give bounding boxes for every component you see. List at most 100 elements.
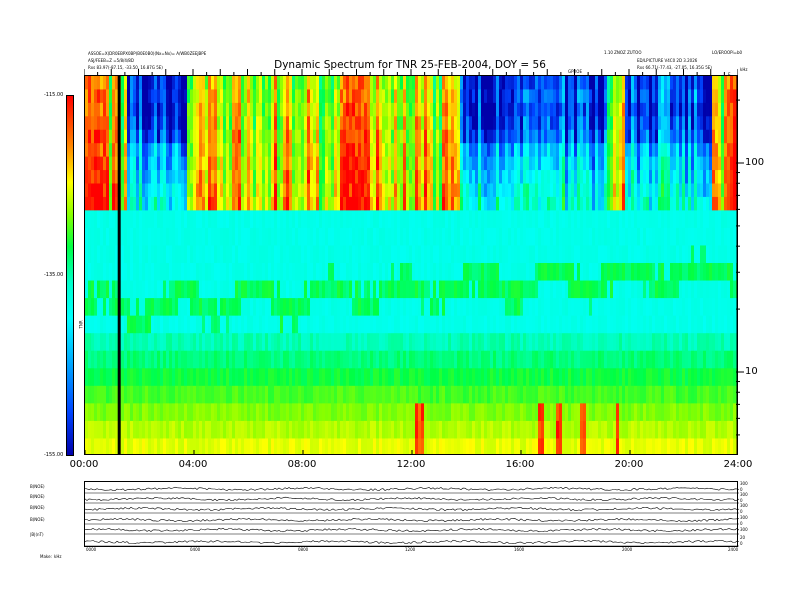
heatmap-cell xyxy=(352,333,356,352)
heatmap-cell xyxy=(124,420,128,439)
heatmap-cell xyxy=(550,350,554,369)
heatmap-cell xyxy=(556,333,560,352)
heatmap-cell xyxy=(598,280,602,299)
heatmap-cell xyxy=(550,76,554,90)
heatmap-cell xyxy=(319,170,323,184)
heatmap-cell xyxy=(247,385,251,404)
heatmap-cell xyxy=(445,420,449,439)
heatmap-cell xyxy=(205,403,209,422)
heatmap-cell xyxy=(286,196,290,211)
heatmap-cell xyxy=(175,156,179,171)
heatmap-cell xyxy=(115,333,119,352)
heatmap-cell xyxy=(319,183,323,198)
heatmap-cell xyxy=(406,76,410,90)
heatmap-cell xyxy=(448,143,452,158)
heatmap-cell xyxy=(499,245,503,264)
heatmap-cell xyxy=(676,170,680,184)
heatmap-cell xyxy=(139,245,143,264)
heatmap-cell xyxy=(649,385,653,404)
heatmap-cell xyxy=(250,116,254,131)
heatmap-cell xyxy=(376,403,380,422)
heatmap-cell xyxy=(604,89,608,104)
heatmap-cell xyxy=(514,280,518,299)
heatmap-cell xyxy=(499,129,503,144)
heatmap-cell xyxy=(259,403,263,422)
heatmap-cell xyxy=(358,196,362,211)
heatmap-cell xyxy=(427,280,431,299)
heatmap-cell xyxy=(670,102,674,117)
heatmap-cell xyxy=(448,170,452,184)
heatmap-cell xyxy=(229,333,233,352)
heatmap-cell xyxy=(691,156,695,171)
heatmap-cell xyxy=(157,156,161,171)
heatmap-cell xyxy=(112,280,116,299)
heatmap-cell xyxy=(460,196,464,211)
heatmap-cell xyxy=(130,76,134,90)
heatmap-cell xyxy=(688,196,692,211)
heatmap-cell xyxy=(373,263,377,282)
heatmap-cell xyxy=(211,385,215,404)
heatmap-cell xyxy=(358,403,362,422)
heatmap-cell xyxy=(544,183,548,198)
heatmap-cell xyxy=(160,183,164,198)
heatmap-cell xyxy=(535,403,539,422)
heatmap-cell xyxy=(337,129,341,144)
heatmap-cell xyxy=(346,170,350,184)
heatmap-cell xyxy=(322,102,326,117)
heatmap-cell xyxy=(142,210,146,229)
heatmap-cell xyxy=(517,280,521,299)
heatmap-cell xyxy=(580,368,584,387)
heatmap-cell xyxy=(406,143,410,158)
heatmap-cell xyxy=(307,350,311,369)
heatmap-cell xyxy=(658,333,662,352)
heatmap-cell xyxy=(226,245,230,264)
heatmap-cell xyxy=(217,156,221,171)
heatmap-cell xyxy=(595,116,599,131)
heatmap-cell xyxy=(409,129,413,144)
heatmap-cell xyxy=(505,170,509,184)
heatmap-cell xyxy=(676,102,680,117)
heatmap-cell xyxy=(577,76,581,90)
heatmap-cell xyxy=(565,116,569,131)
heatmap-cell xyxy=(466,129,470,144)
heatmap-cell xyxy=(337,368,341,387)
heatmap-cell xyxy=(457,420,461,439)
heatmap-cell xyxy=(133,183,137,198)
heatmap-cell xyxy=(640,385,644,404)
heatmap-cell xyxy=(199,116,203,131)
heatmap-cell xyxy=(604,102,608,117)
heatmap-cell xyxy=(178,263,182,282)
heatmap-cell xyxy=(439,156,443,171)
heatmap-cell xyxy=(643,76,647,90)
heatmap-cell xyxy=(601,89,605,104)
heatmap-cell xyxy=(508,210,512,229)
heatmap-cell xyxy=(517,116,521,131)
heatmap-cell xyxy=(136,263,140,282)
heatmap-cell xyxy=(487,315,491,334)
heatmap-cell xyxy=(601,183,605,198)
heatmap-cell xyxy=(187,333,191,352)
heatmap-cell xyxy=(376,210,380,229)
heatmap-cell xyxy=(691,227,695,246)
heatmap-cell xyxy=(526,298,530,317)
heatmap-cell xyxy=(247,183,251,198)
heatmap-cell xyxy=(169,315,173,334)
heatmap-cell xyxy=(577,245,581,264)
heatmap-cell xyxy=(241,76,245,90)
heatmap-cell xyxy=(655,76,659,90)
heatmap-cell xyxy=(190,102,194,117)
heatmap-cell xyxy=(193,196,197,211)
heatmap-cell xyxy=(433,129,437,144)
heatmap-cell xyxy=(91,89,95,104)
heatmap-cell xyxy=(649,89,653,104)
heatmap-cell xyxy=(418,385,422,404)
heatmap-cell xyxy=(517,385,521,404)
heatmap-cell xyxy=(493,420,497,439)
heatmap-cell xyxy=(238,315,242,334)
heatmap-cell xyxy=(388,170,392,184)
header-unit-corner: kHz xyxy=(740,67,748,72)
heatmap-cell xyxy=(277,102,281,117)
heatmap-cell xyxy=(217,315,221,334)
heatmap-cell xyxy=(433,210,437,229)
heatmap-cell xyxy=(169,263,173,282)
